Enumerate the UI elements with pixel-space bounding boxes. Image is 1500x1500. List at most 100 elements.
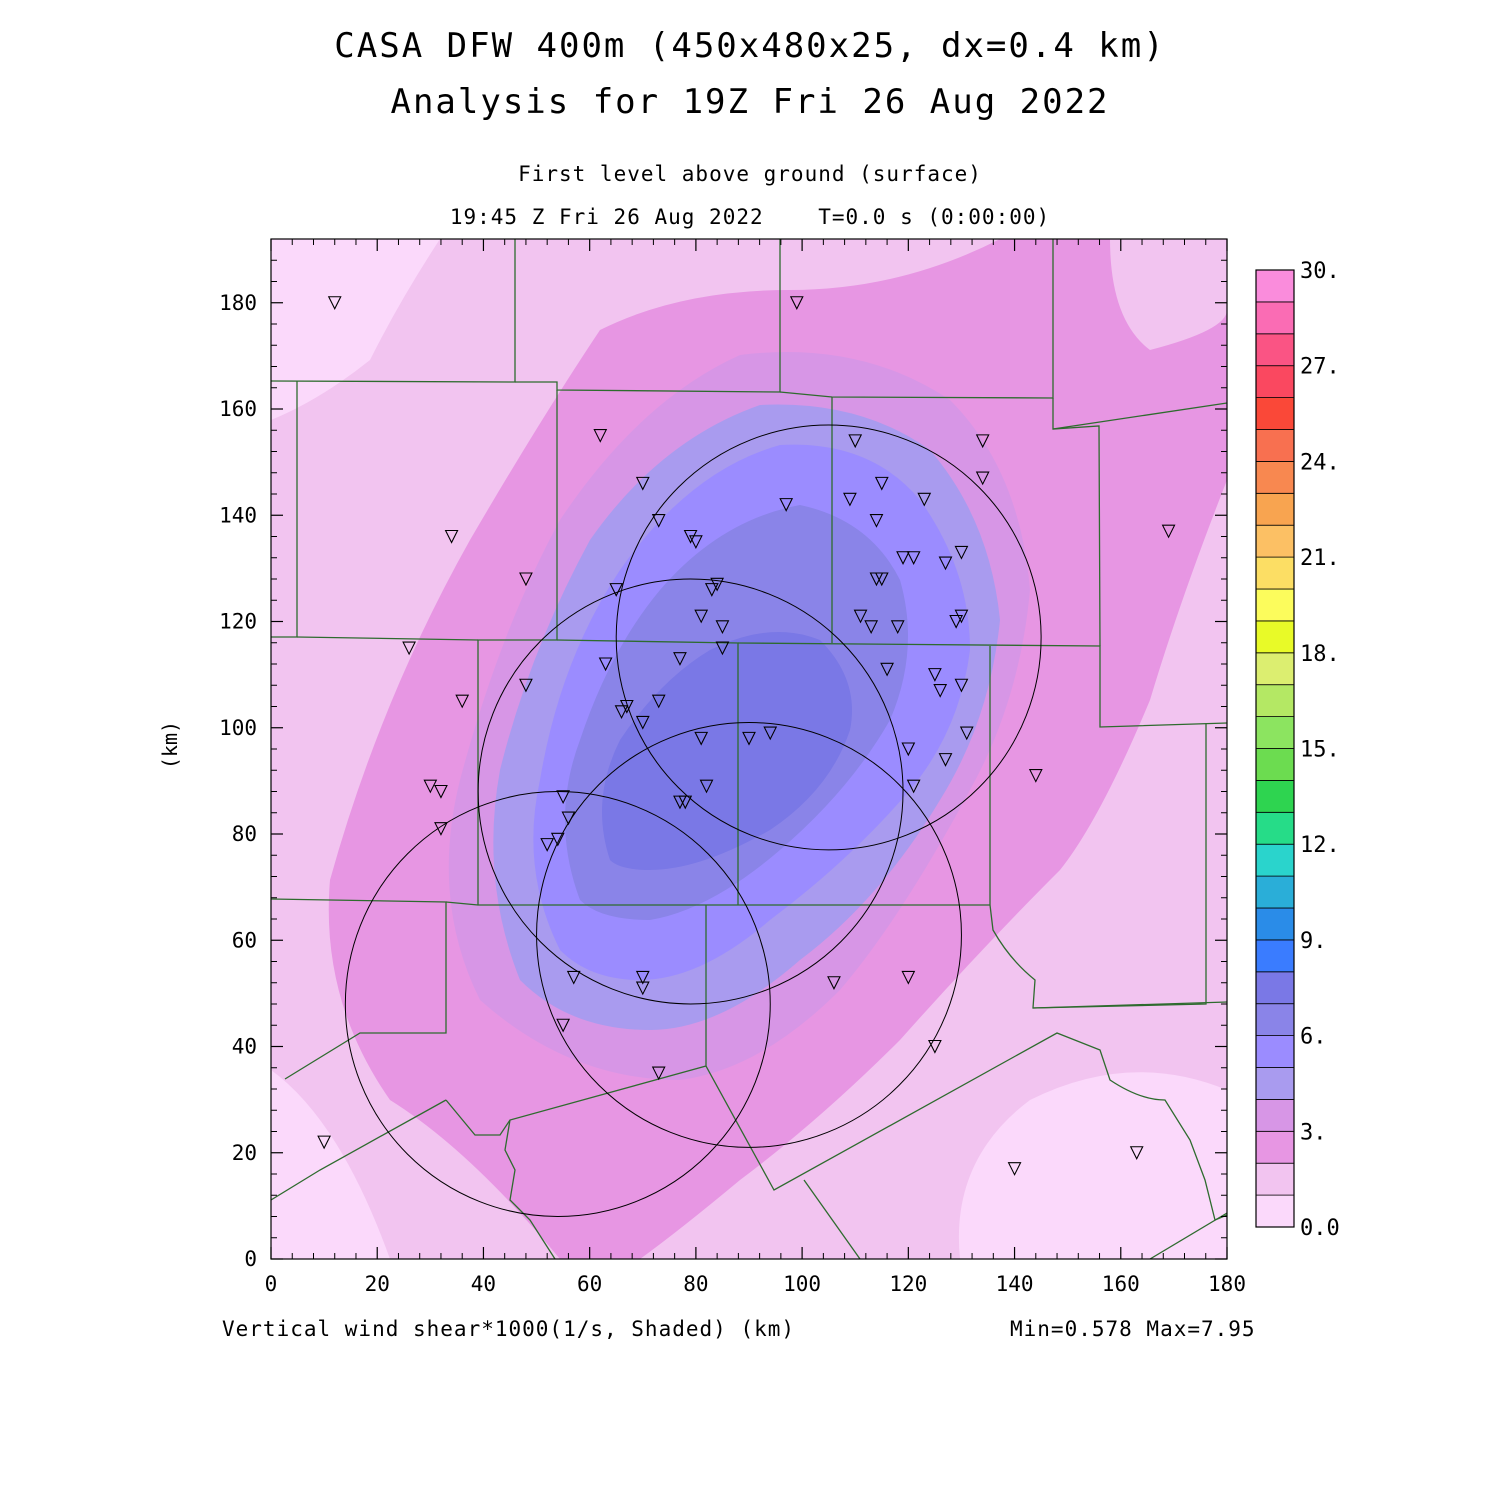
station-marker: [598, 657, 613, 672]
station-marker: [566, 970, 581, 985]
y-tick-label: 40: [232, 1035, 257, 1059]
station-marker: [763, 726, 778, 741]
x-tick-label: 20: [365, 1272, 390, 1296]
colorbar-swatch: [1255, 971, 1295, 1005]
shade-light-se: [958, 1072, 1227, 1259]
colorbar-swatch: [1255, 492, 1295, 526]
station-marker: [519, 678, 533, 693]
station-marker: [673, 652, 687, 666]
station-marker: [609, 583, 624, 597]
station-marker: [651, 1066, 666, 1081]
radar-ring: [615, 424, 1042, 851]
station-marker: [954, 678, 969, 693]
station-marker: [843, 492, 857, 507]
x-tick-label: 120: [889, 1272, 927, 1296]
radar-ring: [477, 578, 904, 1005]
station-marker: [327, 296, 342, 310]
station-marker: [688, 535, 703, 550]
station-markers: [317, 296, 1176, 1176]
station-marker: [423, 779, 438, 794]
colorbar-swatch: [1255, 780, 1295, 813]
station-marker: [975, 471, 990, 486]
station-marker: [519, 572, 533, 587]
station-marker: [635, 715, 650, 730]
y-tick-label: 120: [219, 610, 257, 634]
colorbar-swatch: [1255, 652, 1295, 686]
station-marker: [917, 492, 932, 507]
colorbar-swatch: [1255, 365, 1295, 399]
colorbar-swatch: [1255, 811, 1295, 845]
station-marker: [938, 753, 953, 767]
station-marker: [651, 514, 666, 528]
colorbar-swatch: [1255, 875, 1295, 909]
station-marker: [954, 545, 969, 560]
station-marker: [402, 641, 416, 656]
colorbar-frame: [1255, 269, 1295, 1228]
county-boundaries: [271, 239, 1227, 1259]
title-line-1: CASA DFW 400m (450x480x25, dx=0.4 km): [334, 26, 1166, 66]
station-marker: [710, 577, 725, 592]
x-tick-label: 40: [471, 1272, 496, 1296]
station-marker: [1129, 1146, 1144, 1160]
station-marker: [906, 551, 921, 565]
colorbar-swatch: [1255, 748, 1295, 781]
station-marker: [864, 620, 879, 635]
station-marker: [619, 699, 634, 714]
colorbar-swatch: [1255, 429, 1295, 462]
colorbar-swatch: [1255, 1194, 1295, 1228]
station-marker: [874, 572, 889, 587]
colorbar-swatch: [1255, 1067, 1295, 1100]
colorbar-label: 24.: [1300, 450, 1340, 475]
x-tick-label: 140: [996, 1272, 1034, 1296]
station-marker: [434, 822, 448, 836]
station-marker: [949, 614, 964, 629]
level-label: First level above ground (surface): [518, 162, 982, 186]
x-tick-label: 0: [265, 1272, 278, 1296]
station-marker: [678, 795, 693, 810]
y-axis-label: (km): [158, 721, 182, 769]
station-marker: [614, 705, 629, 720]
y-tick-label: 180: [219, 291, 257, 315]
station-marker: [635, 970, 650, 985]
x-tick-label: 160: [1102, 1272, 1140, 1296]
station-marker: [848, 434, 863, 449]
shade-light-nw: [271, 239, 440, 420]
colorbar-swatch: [1255, 1035, 1295, 1068]
colorbar-swatch: [1255, 684, 1295, 718]
min-max: Min=0.578 Max=7.95: [1010, 1317, 1256, 1341]
colorbar-swatch: [1255, 333, 1295, 367]
station-marker: [880, 662, 894, 677]
x-tick-label: 60: [577, 1272, 602, 1296]
station-marker: [927, 668, 942, 682]
colorbar-label: 15.: [1300, 738, 1340, 763]
station-marker: [853, 609, 868, 624]
station-marker: [593, 429, 608, 443]
colorbar-label: 3.: [1300, 1120, 1327, 1145]
colorbar-swatch: [1255, 397, 1295, 430]
station-marker: [1007, 1162, 1022, 1176]
station-marker: [561, 811, 576, 826]
y-tick-label: 20: [232, 1141, 257, 1165]
station-marker: [975, 434, 990, 449]
station-marker: [715, 641, 730, 656]
colorbar-label: 21.: [1300, 546, 1340, 571]
station-marker: [715, 620, 730, 635]
station-marker: [556, 1018, 571, 1033]
station-marker: [1161, 524, 1176, 539]
colorbar-swatch: [1255, 843, 1295, 877]
station-marker: [896, 551, 910, 565]
station-marker: [1028, 769, 1043, 783]
y-tick-label: 140: [219, 503, 257, 527]
x-tick-label: 180: [1208, 1272, 1246, 1296]
colorbar-label: 30.: [1300, 259, 1340, 284]
x-units: (km): [740, 1317, 796, 1341]
field-name: Vertical wind shear*1000(1/s, Shaded): [222, 1317, 727, 1341]
colorbar-swatch: [1255, 588, 1295, 622]
y-tick-label: 0: [244, 1247, 257, 1271]
station-marker: [927, 1039, 942, 1054]
station-marker: [444, 529, 459, 544]
colorbar-label: 6.: [1300, 1025, 1327, 1050]
station-marker: [694, 609, 709, 624]
station-marker: [869, 514, 884, 528]
x-tick-label: 100: [783, 1272, 821, 1296]
